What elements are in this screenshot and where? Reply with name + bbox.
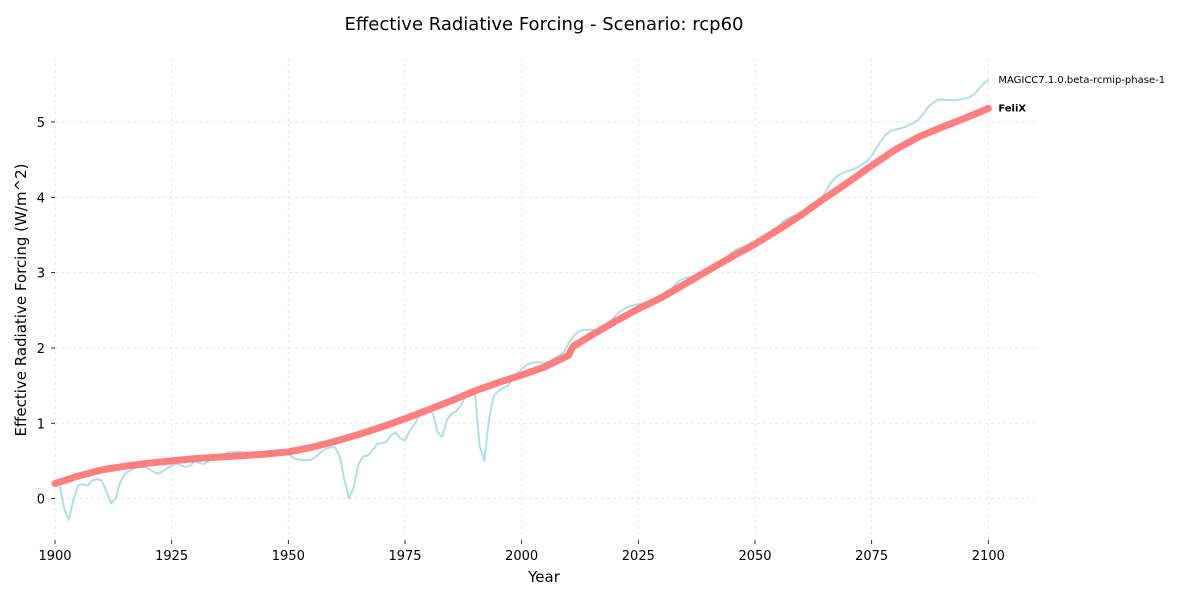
series-label-felix: FeliX <box>998 103 1026 114</box>
x-axis-label: Year <box>527 568 561 586</box>
series-lines <box>51 78 992 521</box>
x-tick-label: 2100 <box>972 549 1005 564</box>
y-tick-label: 0 <box>37 493 45 508</box>
series-line-felix <box>51 104 992 488</box>
series-end-labels: MAGICC7.1.0.beta-rcmip-phase-1 FeliX <box>998 75 1165 115</box>
x-tick-label: 1950 <box>272 549 305 564</box>
x-tick-label: 1900 <box>38 549 71 564</box>
y-tick-label: 4 <box>37 191 45 206</box>
x-tick-label: 2025 <box>622 549 655 564</box>
y-tick-label: 3 <box>37 267 45 282</box>
x-axis-ticks: 1900 1925 1950 1975 2000 2025 2050 2075 2100 <box>38 540 1005 564</box>
x-tick-label: 1975 <box>388 549 421 564</box>
y-axis-ticks: 0 1 2 3 4 5 <box>37 116 55 508</box>
gridlines <box>54 58 1035 540</box>
x-tick-label: 2075 <box>855 549 888 564</box>
y-tick-label: 2 <box>37 342 45 357</box>
y-tick-label: 1 <box>37 417 45 432</box>
x-tick-label: 2050 <box>738 549 771 564</box>
y-axis-label: Effective Radiative Forcing (W/m^2) <box>12 164 30 437</box>
chart-title: Effective Radiative Forcing - Scenario: … <box>344 14 743 35</box>
x-tick-label: 1925 <box>155 549 188 564</box>
y-tick-label: 5 <box>37 116 45 131</box>
x-tick-label: 2000 <box>505 549 538 564</box>
series-label-magicc: MAGICC7.1.0.beta-rcmip-phase-1 <box>998 75 1165 86</box>
